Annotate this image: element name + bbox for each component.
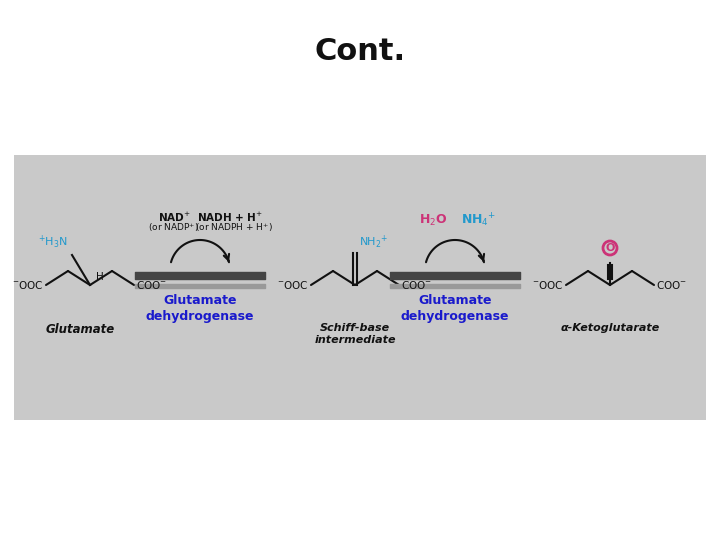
Text: COO$^{-}$: COO$^{-}$ bbox=[656, 279, 687, 291]
Text: COO$^{-}$: COO$^{-}$ bbox=[401, 279, 432, 291]
Text: H: H bbox=[96, 272, 104, 282]
Text: NADH + H$^{+}$: NADH + H$^{+}$ bbox=[197, 211, 263, 224]
Text: O: O bbox=[606, 243, 615, 253]
Text: NAD$^{+}$: NAD$^{+}$ bbox=[158, 211, 190, 224]
Text: $^{+}$H$_3$N: $^{+}$H$_3$N bbox=[38, 234, 68, 251]
Text: NH$_4$$^{+}$: NH$_4$$^{+}$ bbox=[462, 211, 497, 229]
Bar bbox=[14, 155, 706, 420]
Text: Schiff-base
intermediate: Schiff-base intermediate bbox=[314, 323, 396, 346]
Text: (or NADPH + H$^{+}$): (or NADPH + H$^{+}$) bbox=[195, 221, 273, 234]
Text: α-Ketoglutarate: α-Ketoglutarate bbox=[560, 323, 660, 333]
Text: COO$^{-}$: COO$^{-}$ bbox=[136, 279, 167, 291]
Text: $^{-}$OOC: $^{-}$OOC bbox=[532, 279, 564, 291]
Text: Cont.: Cont. bbox=[315, 37, 405, 66]
Text: (or NADP$^{+}$): (or NADP$^{+}$) bbox=[148, 221, 199, 234]
Text: H$_2$O: H$_2$O bbox=[419, 212, 447, 227]
Text: NH$_2$$^{+}$: NH$_2$$^{+}$ bbox=[359, 234, 388, 251]
Text: Glutamate
dehydrogenase: Glutamate dehydrogenase bbox=[145, 294, 254, 323]
Text: $^{-}$OOC: $^{-}$OOC bbox=[277, 279, 309, 291]
Text: Glutamate: Glutamate bbox=[45, 323, 114, 336]
Text: $^{-}$OOC: $^{-}$OOC bbox=[12, 279, 44, 291]
Text: Glutamate
dehydrogenase: Glutamate dehydrogenase bbox=[401, 294, 509, 323]
